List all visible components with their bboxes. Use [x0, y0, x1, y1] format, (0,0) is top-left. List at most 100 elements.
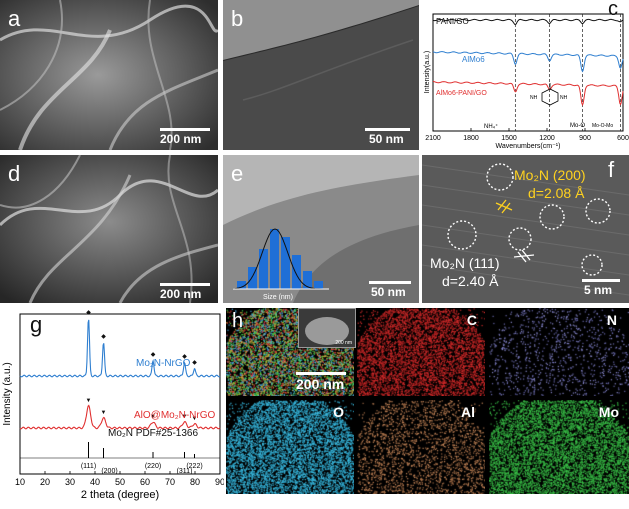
xrd-x-tick-1: 20	[40, 477, 50, 487]
sem-d-texture	[0, 155, 218, 303]
eds-map-n: N	[489, 308, 629, 396]
xrd-series-1	[19, 404, 221, 430]
xrd-peak-marker-0-4: ◆	[192, 360, 197, 366]
xrd-reference-peak-label-2: (220)	[145, 463, 161, 470]
sem-a-texture	[0, 0, 218, 150]
eds-map-label-c: C	[466, 312, 477, 328]
histogram-xlabel: Size (nm)	[263, 294, 293, 301]
xrd-peak-marker-1-2: ▼	[150, 414, 156, 420]
scale-label-d: 200 nm	[160, 287, 202, 301]
xrd-peak-marker-1-0: ▼	[86, 398, 92, 404]
scale-label-f: 5 nm	[584, 283, 613, 297]
xrd-series-label-mo2n-nrgo: Mo₂N-NrGO	[136, 358, 191, 369]
ftir-annotation-nh4: NH₄⁺	[484, 123, 498, 130]
panel-c-label: c	[608, 0, 618, 20]
xrd-peak-marker-1-3: ▼	[182, 414, 188, 420]
xrd-peak-marker-0-3: ◆	[182, 354, 187, 360]
xrd-reference-peak-label-3: (311)	[177, 468, 193, 475]
tem-e-texture: Size (nm)	[223, 155, 419, 303]
ftir-x-tick-3: 1200	[539, 135, 555, 142]
panel-h-label: h	[232, 310, 244, 332]
histogram-bar-2	[259, 249, 268, 289]
panel-h-eds-mapping: 200 nm h 200 nm C N O Al Mo	[226, 308, 629, 494]
xrd-x-tick-0: 10	[15, 477, 25, 487]
ftir-x-tick-1: 1800	[463, 135, 479, 142]
scale-label-h: 200 nm	[296, 376, 345, 392]
xrd-x-tick-2: 30	[65, 477, 75, 487]
xrd-peak-marker-0-2: ◆	[151, 352, 156, 358]
eds-map-mo: Mo	[489, 400, 629, 494]
xrd-chart-svg: ◆ ◆ ◆ ◆ ◆ ▼ ▼ ▼ ▼ ▼ (111) (200) (220) (311)(222) 10 2…	[2, 310, 224, 501]
xrd-series-label-alo-mo2n-nrgo: AlO@Mo₂N-NrGO	[134, 410, 215, 421]
panel-g-xrd-chart: ◆ ◆ ◆ ◆ ◆ ▼ ▼ ▼ ▼ ▼ (111) (200) (220) (311) (222) 10 2…	[0, 308, 224, 504]
ftir-chart-svg: 2100 1800 1500 1200 900 600 Intensity(a.u.) W…	[424, 13, 629, 150]
histogram-bar-1	[248, 267, 257, 289]
annotation-d-spacing-111: d=2.40 Å	[442, 273, 499, 289]
scale-bar-d	[160, 283, 210, 286]
ftir-series-2	[432, 80, 624, 107]
ftir-plot-frame	[432, 13, 624, 132]
xrd-series-0	[19, 319, 221, 378]
ftir-series-label-almo6: AlMo6	[462, 55, 485, 64]
ftir-x-tick-5: 600	[617, 135, 629, 142]
ftir-molecule-inset: NH NH	[530, 83, 568, 106]
ftir-series-label-pani-go: PANI/GO	[436, 17, 469, 26]
xrd-x-tick-4: 50	[115, 477, 125, 487]
ftir-xlabel: Wavenumbers(cm⁻¹)	[496, 143, 561, 150]
panel-e-label: e	[231, 161, 244, 186]
ftir-annotation-mo-o-mo: Mo-O-Mo	[592, 123, 613, 129]
xrd-plot-frame	[19, 313, 221, 475]
xrd-x-tick-3: 40	[90, 477, 100, 487]
ftir-series-label-almo6-pani-go: AlMo6-PANI/GO	[436, 90, 487, 97]
xrd-x-tick-5: 60	[140, 477, 150, 487]
ftir-series-group	[432, 18, 624, 107]
tem-b-texture	[223, 0, 419, 150]
ftir-molecule-nh-left: NH	[530, 95, 538, 101]
xrd-reference-peak-label-1: (200)	[101, 468, 117, 475]
scale-label-b: 50 nm	[369, 132, 404, 146]
xrd-reference-label: Mo₂N PDF#25-1366	[108, 428, 198, 439]
annotation-mo2n-111: Mo₂N (111)	[430, 255, 500, 271]
xrd-peak-marker-1-1: ▼	[101, 410, 107, 416]
annotation-mo2n-200: Mo₂N (200)	[514, 167, 586, 183]
xrd-peak-marker-0-1: ◆	[101, 334, 106, 340]
ftir-tick-group: 2100 1800 1500 1200 900 600	[425, 128, 629, 142]
scale-bar-b	[365, 128, 410, 131]
ftir-ylabel: Intensity(a.u.)	[424, 51, 431, 93]
ftir-series-1	[432, 51, 624, 73]
hrtem-f-texture	[422, 155, 629, 303]
histogram-bar-4	[281, 237, 290, 289]
eds-composite-map: 200 nm h 200 nm	[226, 308, 356, 396]
panel-b-tem-image: b 50 nm	[223, 0, 419, 150]
panel-g-label: g	[30, 312, 43, 337]
scale-label-e: 50 nm	[371, 285, 406, 299]
panel-d-sem-image: d 200 nm	[0, 155, 218, 303]
scale-bar-a	[160, 128, 210, 131]
annotation-d-spacing-200: d=2.08 Å	[528, 185, 585, 201]
panel-c-ftir-chart: 2100 1800 1500 1200 900 600 Intensity(a.u.) W…	[422, 0, 629, 150]
eds-map-label-o: O	[333, 404, 344, 420]
xrd-x-tick-6: 70	[165, 477, 175, 487]
xrd-peak-marker-1-4: ▼	[192, 416, 198, 422]
panel-b-label: b	[231, 6, 244, 31]
eds-inset-scale: 200 nm	[335, 340, 352, 346]
panel-a-label: a	[8, 6, 21, 31]
xrd-xlabel: 2 theta (degree)	[81, 489, 159, 501]
size-histogram	[232, 228, 329, 290]
scale-bar-e	[369, 281, 411, 284]
panel-e-tem-image: Size (nm) e 50 nm	[223, 155, 419, 303]
eds-map-label-n: N	[606, 312, 617, 328]
xrd-tick-group: 10 20 30 40 50 60 70 80 90	[15, 471, 224, 487]
eds-map-o: O	[226, 400, 354, 494]
xrd-reference-peak-label-4: (222)	[186, 463, 202, 470]
xrd-reference-group: (111) (200) (220) (311)(222)	[20, 442, 220, 475]
ftir-x-tick-2: 1500	[501, 135, 517, 142]
xrd-peak-marker-0-0: ◆	[86, 310, 91, 316]
histogram-bar-5	[292, 255, 301, 289]
histogram-bar-3	[270, 229, 279, 289]
scale-label-a: 200 nm	[160, 132, 202, 146]
eds-map-al: Al	[357, 400, 485, 494]
eds-map-c: C	[357, 308, 485, 396]
histogram-bar-7	[314, 281, 323, 289]
ftir-reference-lines	[514, 14, 621, 131]
